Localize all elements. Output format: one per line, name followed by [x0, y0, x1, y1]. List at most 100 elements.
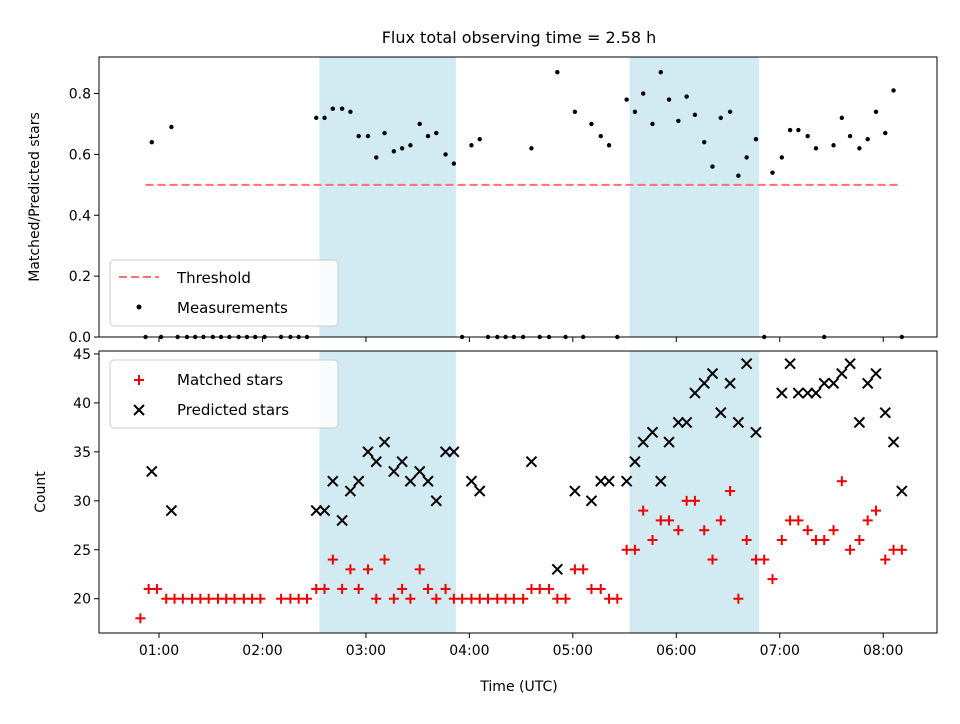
matched-star-marker	[414, 564, 425, 575]
predicted-star-stroke-b	[525, 455, 538, 468]
x-tick-label: 01:00	[139, 643, 179, 659]
predicted-star-stroke-b	[551, 563, 564, 576]
predicted-star-marker	[465, 475, 478, 487]
matched-star-marker	[862, 515, 873, 526]
matched-star-marker	[647, 534, 658, 545]
matched-star-marker	[353, 583, 364, 594]
predicted-star-stroke-b	[896, 485, 908, 497]
predicted-star-stroke-b	[646, 426, 659, 438]
predicted-star-stroke-b	[585, 495, 598, 507]
measurement-point	[451, 161, 457, 166]
x-tick-label: 04:00	[449, 643, 489, 659]
predicted-star-marker	[896, 485, 908, 497]
matched-star-marker	[612, 593, 623, 604]
top-y-axis-ticks: 0.0 0.2 0.4 0.6 0.8	[69, 87, 99, 346]
matched-star-marker	[828, 525, 839, 536]
measurement-point	[883, 130, 888, 136]
predicted-star-marker	[414, 465, 426, 478]
predicted-star-marker	[344, 485, 357, 497]
measurement-point	[322, 115, 327, 121]
legend-measurement-label: Measurements	[177, 299, 288, 317]
matched-star-marker	[776, 534, 787, 545]
predicted-star-marker	[404, 475, 417, 487]
matched-star-marker	[151, 583, 162, 594]
predicted-star-marker	[569, 485, 581, 497]
matched-star-marker	[854, 534, 865, 545]
predicted-star-stroke-b	[396, 455, 408, 468]
bottom-x-axis-ticks: 01:00 02:00 03:00 04:00 05:00 06:00 07:00 08:00	[139, 633, 903, 659]
measurement-point	[831, 143, 836, 148]
measurement-point	[589, 121, 594, 127]
measurement-point	[434, 130, 439, 136]
predicted-star-marker	[740, 358, 753, 370]
matched-star-marker	[560, 593, 571, 604]
predicted-star-stroke-b	[827, 377, 840, 390]
bottom-y-tick-label: 45	[73, 347, 91, 363]
measurement-point	[847, 133, 853, 139]
matched-star-marker	[255, 593, 266, 604]
matched-star-marker	[896, 544, 907, 555]
predicted-star-stroke-b	[310, 504, 322, 517]
predicted-star-marker	[448, 446, 460, 458]
matched-star-marker	[534, 583, 545, 594]
top-y-tick-label: 0.4	[69, 208, 91, 224]
predicted-star-stroke-b	[680, 416, 693, 429]
matched-star-marker	[707, 554, 718, 565]
top-y-axis-label: Matched/Predicted stars	[27, 112, 43, 282]
predicted-star-stroke-b	[732, 416, 745, 429]
predicted-star-stroke-b	[629, 455, 641, 468]
predicted-star-marker	[879, 406, 891, 419]
predicted-star-stroke-b	[378, 436, 391, 448]
predicted-star-stroke-b	[336, 514, 348, 527]
measurement-point	[408, 143, 413, 148]
measurement-point	[692, 112, 698, 118]
measurement-point	[374, 155, 379, 160]
predicted-star-marker	[861, 377, 874, 390]
matched-star-marker	[595, 583, 606, 594]
top-y-tick-label: 0.0	[69, 330, 91, 346]
matched-star-marker	[405, 593, 416, 604]
predicted-star-marker	[595, 475, 607, 487]
bottom-shaded-regions	[319, 351, 760, 633]
predicted-star-stroke-b	[740, 358, 753, 370]
predicted-star-marker	[310, 504, 322, 517]
matched-star-marker	[793, 515, 804, 526]
matched-star-marker	[431, 593, 442, 604]
matched-star-marker	[134, 375, 144, 385]
predicted-star-marker	[655, 475, 667, 487]
predicted-star-marker	[362, 446, 374, 458]
measurement-point	[676, 118, 681, 124]
predicted-star-marker	[133, 404, 145, 416]
measurement-point	[727, 109, 733, 114]
predicted-star-marker	[637, 436, 649, 448]
measurement-point	[666, 97, 672, 102]
predicted-star-stroke-b	[404, 475, 417, 487]
predicted-star-stroke-b	[620, 475, 633, 487]
bottom-panel: 20 25 30 35 40 45 01:00 02:00 03:00 04:00 05:00 06…	[33, 347, 938, 695]
matched-star-marker	[802, 525, 813, 536]
bottom-y-tick-label: 30	[73, 494, 91, 510]
predicted-star-marker	[422, 475, 434, 487]
matched-star-marker	[673, 525, 684, 536]
measurement-point	[169, 124, 174, 130]
matched-star-marker	[699, 525, 710, 536]
predicted-star-stroke-b	[818, 377, 830, 390]
measurement-point	[399, 146, 405, 151]
predicted-star-stroke-b	[439, 446, 452, 458]
matched-star-marker	[819, 534, 830, 545]
matched-star-marker	[457, 593, 468, 604]
predicted-star-stroke-b	[706, 367, 719, 380]
matched-star-marker	[544, 583, 555, 594]
predicted-star-stroke-b	[792, 387, 805, 399]
predicted-star-marker	[370, 455, 382, 468]
predicted-star-stroke-b	[362, 446, 374, 458]
predicted-star-stroke-b	[689, 387, 701, 399]
matched-star-marker	[379, 554, 390, 565]
matched-star-marker	[345, 564, 356, 575]
measurement-point	[796, 127, 801, 133]
x-tick-label: 03:00	[346, 643, 386, 659]
matched-star-marker	[371, 593, 382, 604]
predicted-star-marker	[439, 446, 452, 458]
predicted-star-stroke-b	[637, 436, 649, 448]
measurement-point	[873, 109, 879, 114]
